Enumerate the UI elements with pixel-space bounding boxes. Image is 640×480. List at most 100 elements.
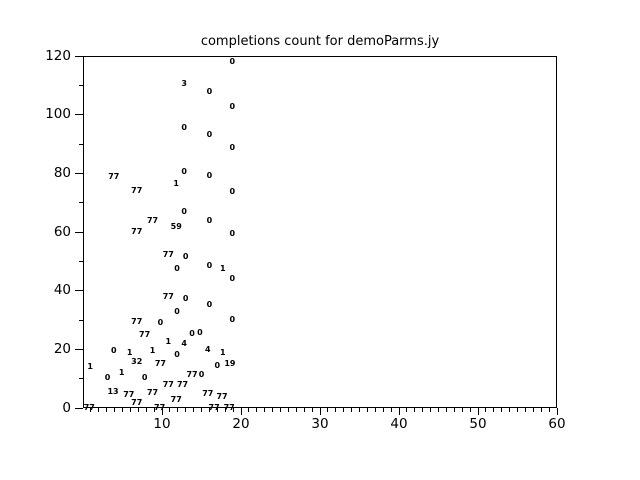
x-minor-tick	[193, 408, 195, 412]
y-major-tick	[75, 114, 83, 116]
x-minor-tick	[509, 408, 511, 412]
data-point-label: 0	[189, 329, 195, 339]
data-point-label: 32	[131, 356, 143, 366]
data-point-label: 0	[181, 207, 187, 217]
y-tick-label: 40	[53, 282, 71, 299]
x-minor-tick	[248, 408, 250, 412]
y-major-tick	[75, 172, 83, 174]
x-minor-tick	[327, 408, 329, 412]
y-tick-label: 100	[45, 106, 71, 123]
data-point-label: 3	[181, 78, 187, 88]
x-minor-tick	[201, 408, 202, 412]
y-major-tick	[75, 407, 83, 409]
x-tick-label: 20	[232, 416, 250, 432]
x-minor-tick	[390, 408, 392, 412]
x-minor-tick	[351, 408, 353, 412]
x-tick-label: 40	[390, 416, 408, 432]
x-minor-tick	[524, 408, 526, 412]
x-minor-tick	[287, 408, 289, 412]
data-point-label: 0	[174, 349, 180, 359]
data-point-label: 77	[146, 388, 159, 398]
data-point-label: 1	[173, 178, 180, 188]
x-minor-tick	[256, 408, 258, 412]
x-minor-tick	[438, 408, 439, 412]
data-point-label: 0	[229, 102, 236, 112]
y-minor-tick	[79, 319, 83, 321]
data-point-label: 0	[182, 293, 189, 303]
x-minor-tick	[366, 408, 368, 412]
data-point-label: 1	[118, 368, 125, 378]
x-minor-tick	[264, 408, 266, 412]
x-minor-tick	[280, 408, 281, 412]
data-point-label: 0	[206, 87, 213, 97]
data-point-label: 1	[220, 347, 226, 357]
x-minor-tick	[335, 408, 337, 412]
data-point-label: 77	[123, 390, 135, 400]
data-point-label: 0	[229, 273, 236, 283]
x-minor-tick	[303, 408, 305, 412]
data-point-label: 1	[126, 347, 133, 357]
x-minor-tick	[169, 408, 171, 412]
data-point-label: 0	[182, 251, 189, 261]
y-minor-tick	[79, 84, 83, 86]
x-minor-tick	[208, 408, 210, 412]
plot-area	[83, 56, 557, 408]
data-point-label: 13	[107, 386, 119, 396]
x-major-tick	[556, 408, 558, 415]
x-tick-label: 30	[311, 416, 329, 432]
x-minor-tick	[517, 408, 518, 412]
data-point-label: 77	[216, 391, 228, 401]
y-minor-tick	[79, 143, 83, 145]
x-tick-label: 60	[548, 416, 566, 432]
x-minor-tick	[295, 408, 297, 412]
x-minor-tick	[406, 408, 408, 412]
data-point-label: 77	[131, 185, 143, 195]
data-point-label: 4	[205, 344, 211, 354]
data-point-label: 0	[198, 369, 205, 379]
data-point-label: 0	[111, 346, 117, 356]
data-point-label: 77	[131, 227, 143, 236]
data-point-label: 1	[220, 263, 226, 273]
data-point-label: 1	[149, 346, 156, 356]
x-major-tick	[477, 408, 479, 415]
data-point-label: 77	[208, 403, 220, 412]
data-point-label: 0	[181, 122, 187, 132]
x-minor-tick	[272, 408, 274, 412]
x-minor-tick	[414, 408, 416, 412]
data-point-label: 0	[206, 215, 213, 225]
data-point-label: 19	[224, 359, 236, 368]
data-point-label: 77	[162, 249, 174, 259]
y-tick-label: 20	[53, 340, 71, 357]
data-point-label: 0	[229, 56, 236, 66]
x-major-tick	[161, 408, 163, 415]
x-minor-tick	[430, 408, 432, 412]
data-point-label: 77	[139, 329, 151, 339]
data-point-label: 0	[104, 373, 111, 383]
data-point-label: 0	[229, 315, 236, 324]
data-point-label: 0	[141, 373, 148, 383]
data-point-label: 0	[157, 317, 164, 327]
data-point-label: 77	[176, 380, 189, 390]
y-tick-label: 80	[53, 164, 71, 181]
data-point-label: 0	[174, 263, 180, 273]
x-minor-tick	[469, 408, 471, 412]
y-tick-label: 0	[62, 399, 71, 416]
x-minor-tick	[122, 408, 123, 412]
x-minor-tick	[382, 408, 384, 412]
data-point-label: 77	[162, 292, 174, 302]
data-point-label: 1	[87, 361, 93, 371]
x-minor-tick	[114, 408, 116, 412]
data-point-label: 0	[206, 129, 213, 139]
data-point-label: 0	[229, 229, 236, 239]
data-point-label: 77	[131, 317, 143, 327]
data-point-label: 0	[229, 187, 236, 197]
y-major-tick	[75, 55, 83, 57]
data-point-label: 0	[174, 307, 180, 317]
x-minor-tick	[540, 408, 542, 412]
chart-title: completions count for demoParms.jy	[200, 34, 440, 49]
x-tick-label: 10	[153, 416, 171, 432]
x-minor-tick	[153, 408, 155, 412]
data-point-label: 77	[146, 215, 159, 225]
y-major-tick	[75, 348, 83, 350]
